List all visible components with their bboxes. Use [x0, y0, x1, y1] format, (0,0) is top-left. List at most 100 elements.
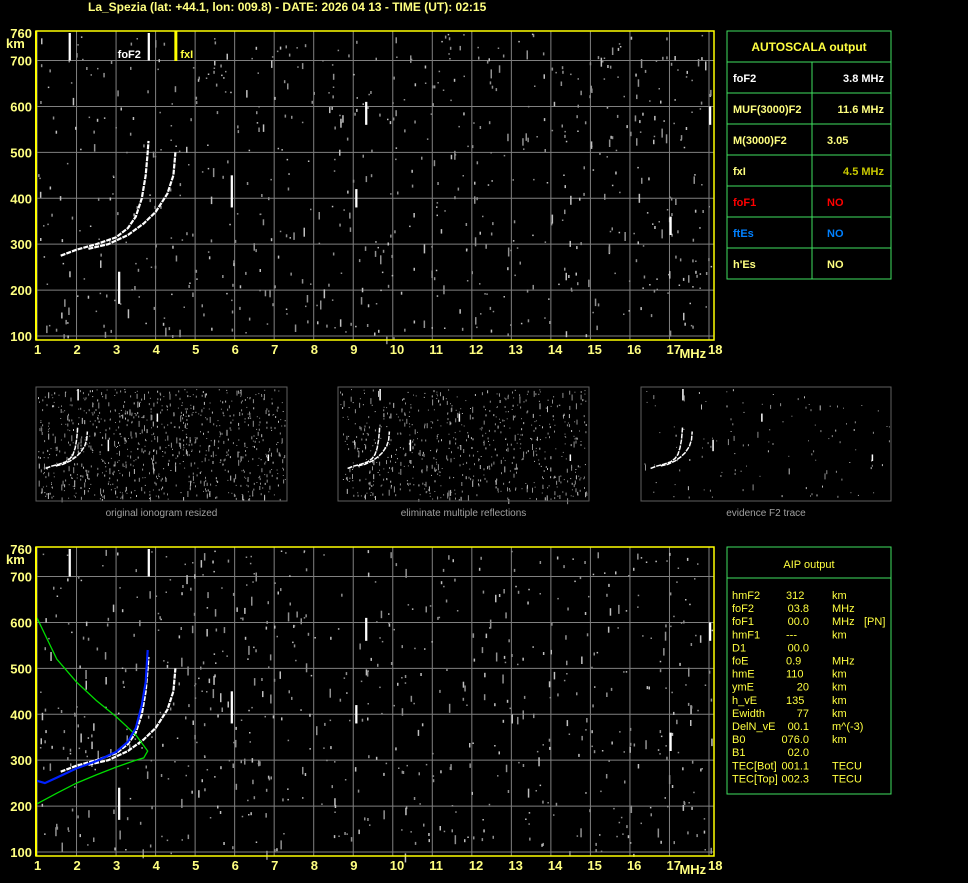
noise-dot — [282, 475, 284, 476]
noise-dot — [81, 463, 83, 467]
noise-dot — [225, 70, 227, 73]
noise-dot — [481, 838, 484, 842]
noise-dot — [86, 755, 88, 758]
noise-dot — [648, 177, 650, 181]
noise-dot — [424, 488, 426, 490]
noise-dot — [782, 421, 784, 423]
noise-dot — [525, 483, 527, 484]
noise-dot — [440, 392, 441, 397]
noise-dot — [560, 475, 562, 477]
noise-dot — [41, 712, 44, 721]
noise-dot — [683, 146, 686, 149]
noise-dot — [253, 482, 255, 485]
noise-dot — [667, 292, 669, 294]
noise-dot — [559, 495, 561, 499]
noise-dot — [244, 445, 246, 448]
noise-dot — [462, 681, 465, 688]
noise-dot — [157, 436, 159, 443]
noise-dot — [535, 790, 537, 792]
noise-dot — [373, 480, 375, 482]
noise-dot — [167, 462, 169, 466]
noise-dot — [149, 496, 151, 502]
noise-dot — [187, 395, 189, 398]
noise-dot — [277, 442, 279, 443]
noise-dot — [279, 671, 281, 679]
noise-dot — [125, 490, 127, 493]
noise-dot — [61, 484, 63, 491]
noise-dot — [472, 633, 475, 638]
noise-dot — [536, 436, 538, 441]
noise-dot — [449, 766, 452, 770]
noise-dot — [453, 437, 455, 439]
noise-dot — [220, 766, 222, 770]
noise-dot — [483, 420, 485, 425]
noise-dot — [175, 465, 177, 472]
noise-dot — [155, 244, 157, 248]
noise-dot — [198, 76, 200, 80]
noise-dot — [436, 435, 438, 438]
noise-dot — [547, 802, 549, 804]
noise-dot — [520, 434, 522, 436]
noise-dot — [440, 425, 442, 427]
noise-dot — [550, 456, 552, 460]
noise-dot — [688, 667, 690, 677]
noise-dot — [252, 581, 254, 583]
noise-dot — [404, 682, 407, 684]
noise-dot — [375, 303, 378, 305]
noise-dot — [124, 669, 127, 673]
noise-dot — [388, 622, 390, 624]
noise-dot — [434, 491, 436, 492]
noise-dot — [460, 445, 462, 451]
noise-dot — [658, 88, 660, 90]
noise-dot — [68, 419, 70, 422]
noise-dot — [276, 848, 278, 852]
x-mode-trace — [357, 431, 391, 467]
noise-dot — [535, 420, 537, 422]
noise-dot — [271, 402, 273, 405]
noise-dot — [145, 322, 147, 325]
noise-dot — [560, 481, 562, 484]
noise-dot — [606, 593, 608, 597]
noise-dot — [380, 255, 382, 265]
noise-dot — [59, 450, 61, 453]
noise-dot — [88, 478, 90, 480]
noise-dot — [273, 414, 275, 415]
noise-dot — [370, 657, 372, 661]
noise-dot — [685, 76, 688, 78]
noise-dot — [153, 306, 156, 310]
noise-dot — [664, 631, 667, 641]
noise-dot — [223, 77, 225, 79]
aip-unit: m^(-3) — [832, 721, 863, 733]
noise-dot — [374, 250, 377, 257]
noise-dot — [652, 223, 654, 225]
noise-dot — [563, 565, 565, 569]
noise-dot — [83, 420, 85, 423]
electron-density-profile — [36, 617, 149, 805]
noise-dot — [196, 494, 198, 497]
noise-dot — [282, 467, 284, 469]
noise-dot — [808, 440, 809, 442]
noise-dot — [251, 706, 253, 709]
noise-dot — [195, 438, 197, 443]
noise-dot — [292, 641, 294, 644]
noise-dot — [370, 174, 373, 178]
echo-streak — [669, 732, 672, 751]
noise-dot — [608, 139, 611, 147]
noise-dot — [585, 431, 587, 434]
noise-dot — [138, 420, 140, 427]
noise-dot — [388, 613, 390, 615]
noise-dot — [233, 414, 235, 417]
noise-dot — [66, 162, 69, 165]
noise-dot — [462, 463, 464, 465]
noise-dot — [431, 464, 433, 469]
noise-dot — [188, 415, 190, 417]
noise-dot — [350, 396, 352, 402]
noise-dot — [436, 393, 438, 395]
noise-dot — [371, 485, 373, 487]
noise-dot — [287, 612, 290, 622]
noise-dot — [135, 432, 137, 435]
noise-dot — [121, 496, 123, 499]
noise-dot — [132, 117, 135, 120]
noise-dot — [244, 607, 246, 614]
